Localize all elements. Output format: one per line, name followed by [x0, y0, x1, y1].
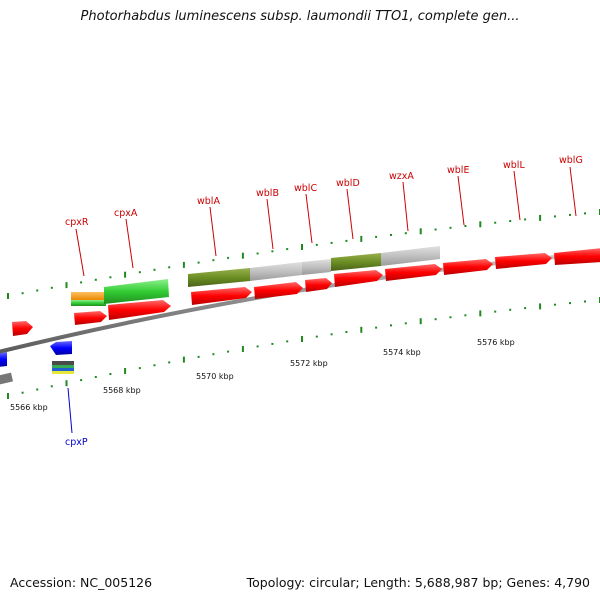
feature-wblB-annotation[interactable] — [250, 262, 302, 281]
feature-cpxP-annotation-2[interactable] — [52, 365, 74, 368]
feature-wblD-annotation[interactable] — [331, 253, 381, 271]
gene-arrow-wblB[interactable] — [254, 282, 303, 299]
scale-label-5568: 5568 kbp — [103, 386, 141, 395]
annotation-track-wbl — [188, 246, 440, 287]
scale-label-5570: 5570 kbp — [196, 372, 234, 381]
gene-label-wblA[interactable]: wblA — [197, 196, 220, 207]
gene-label-wblG[interactable]: wblG — [559, 155, 583, 166]
feature-cpxP-annotation-3[interactable] — [52, 368, 74, 371]
gene-label-cpxA[interactable]: cpxA — [114, 208, 138, 219]
annotation-track-cpx — [71, 279, 169, 306]
feature-cpxA-annotation[interactable] — [104, 279, 169, 304]
gene-arrow-wblL[interactable] — [495, 253, 552, 269]
feature-cpxR-annotation-green[interactable] — [71, 300, 106, 306]
scale-label-5576: 5576 kbp — [477, 338, 515, 347]
accession-text: Accession: NC_005126 — [10, 575, 153, 590]
gene-arrow-cpxA[interactable] — [108, 300, 171, 320]
gene-arrow-wblA[interactable] — [191, 287, 252, 305]
feature-cpxP-annotation-1[interactable] — [52, 361, 74, 365]
feature-wzxA-annotation[interactable] — [381, 246, 440, 266]
gene-arrow-cpxR[interactable] — [74, 311, 107, 325]
gene-arrow-left[interactable] — [12, 321, 33, 336]
gene-arrow-wzxA[interactable] — [385, 264, 442, 281]
gene-label-cpxR[interactable]: cpxR — [65, 217, 89, 228]
reverse-gene-track — [0, 341, 74, 374]
gene-label-wblB[interactable]: wblB — [256, 188, 279, 199]
tick-row-lower — [7, 297, 600, 399]
feature-cpxP-annotation-4[interactable] — [52, 371, 74, 374]
scale-labels: 5566 kbp 5568 kbp 5570 kbp 5572 kbp 5574… — [10, 338, 515, 412]
gene-label-wzxA[interactable]: wzxA — [389, 171, 414, 182]
scale-label-5566: 5566 kbp — [10, 403, 48, 412]
feature-wblA-annotation[interactable] — [188, 268, 250, 287]
genome-stats-text: Topology: circular; Length: 5,688,987 bp… — [246, 575, 590, 590]
gene-label-wblC[interactable]: wblC — [294, 183, 317, 194]
scale-label-5574: 5574 kbp — [383, 348, 421, 357]
scale-label-5572: 5572 kbp — [290, 359, 328, 368]
feature-cpxR-annotation[interactable] — [71, 292, 106, 300]
tick-row-upper — [7, 209, 600, 299]
gene-arrow-wblC[interactable] — [305, 278, 332, 292]
gene-arrow-wblG[interactable] — [554, 248, 600, 265]
gene-label-cpxP[interactable]: cpxP — [65, 437, 88, 448]
map-title: Photorhabdus luminescens subsp. laumondi… — [80, 9, 520, 24]
gene-label-wblD[interactable]: wblD — [336, 178, 360, 189]
feature-wblC-annotation[interactable] — [302, 259, 331, 275]
forward-gene-track — [12, 248, 600, 336]
gene-arrow-cpxP[interactable] — [50, 341, 72, 355]
gene-label-wblL[interactable]: wblL — [503, 160, 525, 171]
gene-label-leaders — [67, 166, 577, 434]
gene-label-wblE[interactable]: wblE — [447, 165, 469, 176]
gene-arrow-reverse-left[interactable] — [0, 352, 7, 367]
gene-arrow-wblE[interactable] — [443, 259, 493, 275]
gene-arrow-wblD[interactable] — [334, 270, 383, 287]
gene-labels: cpxR cpxA wblA wblB wblC wblD wzxA wblE … — [65, 155, 583, 448]
